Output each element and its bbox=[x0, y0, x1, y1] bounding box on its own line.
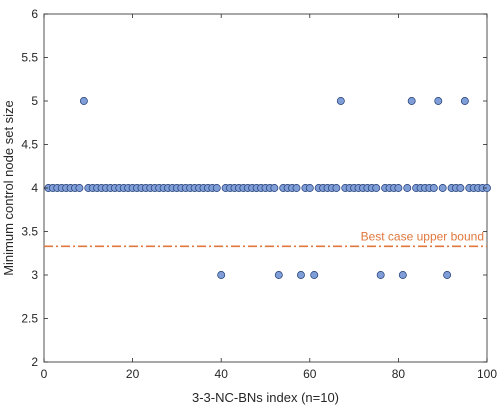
y-tick-label: 6 bbox=[31, 7, 38, 21]
x-axis-label: 3-3-NC-BNs index (n=10) bbox=[192, 390, 339, 405]
y-tick-label: 4.5 bbox=[21, 138, 38, 152]
data-point bbox=[292, 184, 301, 192]
data-point bbox=[394, 184, 403, 192]
data-point bbox=[274, 271, 283, 279]
y-axis-ticks: 2 2.5 3 3.5 4 4.5 5 5.5 6 bbox=[21, 7, 487, 369]
data-point bbox=[212, 184, 221, 192]
y-tick-label: 3 bbox=[31, 268, 38, 282]
data-point bbox=[376, 271, 385, 279]
y-tick-label: 4 bbox=[31, 181, 38, 195]
x-tick-label: 80 bbox=[392, 367, 406, 381]
x-tick-label: 60 bbox=[303, 367, 317, 381]
data-point bbox=[434, 97, 443, 105]
y-axis-label: Minimum control node set size bbox=[1, 100, 16, 276]
y-tick-label: 3.5 bbox=[21, 225, 38, 239]
data-point bbox=[372, 184, 381, 192]
x-tick-label: 100 bbox=[477, 367, 497, 381]
data-point bbox=[429, 184, 438, 192]
data-point bbox=[336, 97, 345, 105]
x-tick-label: 0 bbox=[41, 367, 48, 381]
y-tick-label: 5 bbox=[31, 94, 38, 108]
data-point bbox=[398, 271, 407, 279]
y-tick-label: 2 bbox=[31, 355, 38, 369]
data-points bbox=[44, 97, 491, 279]
data-point bbox=[438, 184, 447, 192]
x-tick-label: 40 bbox=[215, 367, 229, 381]
y-tick-label: 5.5 bbox=[21, 51, 38, 65]
data-point bbox=[443, 271, 452, 279]
data-point bbox=[332, 184, 341, 192]
y-tick-label: 2.5 bbox=[21, 312, 38, 326]
data-point bbox=[75, 184, 84, 192]
data-point bbox=[305, 184, 314, 192]
data-point bbox=[403, 184, 412, 192]
x-axis-ticks: 0 20 40 60 80 100 bbox=[41, 14, 497, 381]
data-point bbox=[217, 271, 226, 279]
data-point bbox=[310, 271, 319, 279]
data-point bbox=[270, 184, 279, 192]
data-point bbox=[296, 271, 305, 279]
data-point bbox=[456, 184, 465, 192]
reference-line-label: Best case upper bound bbox=[361, 229, 484, 243]
data-point bbox=[79, 97, 88, 105]
data-point bbox=[460, 97, 469, 105]
data-point bbox=[407, 97, 416, 105]
x-tick-label: 20 bbox=[126, 367, 140, 381]
